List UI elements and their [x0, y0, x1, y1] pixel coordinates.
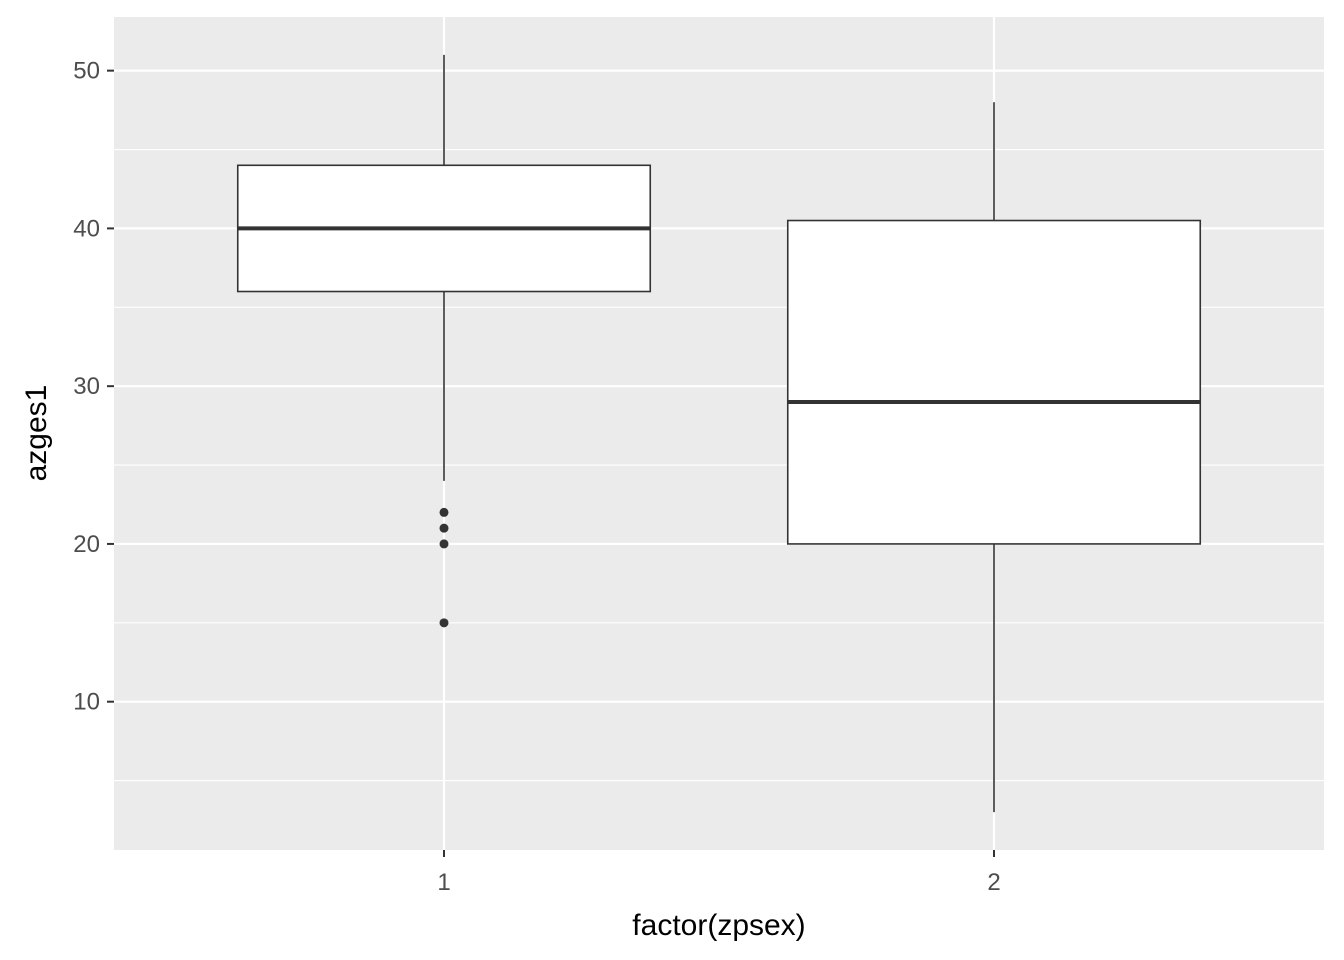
outlier-point — [439, 507, 449, 517]
x-tick-label: 1 — [437, 869, 450, 896]
y-tick-label: 30 — [73, 373, 100, 400]
y-tick-label: 10 — [73, 689, 100, 716]
boxes — [236, 54, 1202, 813]
outlier-point — [439, 539, 449, 549]
y-tick-label: 40 — [73, 215, 100, 242]
y-tick-label: 50 — [73, 58, 100, 85]
x-axis-title: factor(zpsex) — [632, 909, 805, 942]
y-tick-label: 20 — [73, 531, 100, 558]
x-tick-label: 2 — [987, 869, 1000, 896]
box-group-1 — [236, 54, 652, 628]
outlier-point — [439, 523, 449, 533]
outlier-point — [439, 618, 449, 628]
box-group-2 — [786, 102, 1202, 813]
y-axis-title: azges1 — [20, 385, 53, 482]
y-axis: 10 20 30 40 50 — [73, 58, 114, 716]
box-iqr — [786, 219, 1202, 545]
